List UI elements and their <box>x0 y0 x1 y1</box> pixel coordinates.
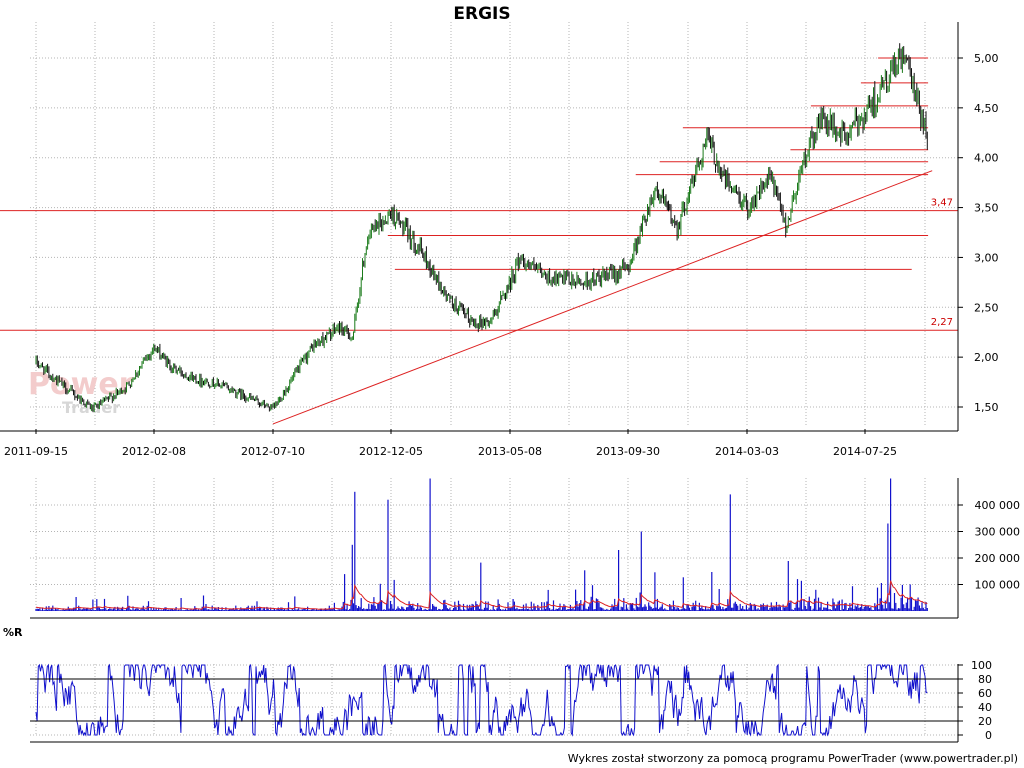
price-y-tick-label: 2,50 <box>974 301 999 314</box>
osc-y-tick-label: 60 <box>978 687 992 700</box>
x-tick-label: 2012-02-08 <box>122 445 186 458</box>
chart-title: ERGIS <box>453 4 510 24</box>
osc-y-tick-label: 0 <box>985 729 992 742</box>
watermark-trader: Trader <box>62 398 120 417</box>
osc-y-tick-label: 100 <box>971 659 992 672</box>
x-tick-label: 2012-12-05 <box>359 445 423 458</box>
x-tick-label: 2014-07-25 <box>833 445 897 458</box>
x-tick-label: 2012-07-10 <box>241 445 305 458</box>
volume-average-line <box>35 580 928 610</box>
chart-axes <box>0 22 963 743</box>
volume-bars <box>35 478 928 611</box>
price-series <box>35 43 928 412</box>
volume-y-tick-label: 100 000 <box>975 579 1021 592</box>
price-y-tick-label: 1,50 <box>974 401 999 414</box>
osc-y-tick-label: 20 <box>978 715 992 728</box>
price-y-tick-label: 2,00 <box>974 351 999 364</box>
footer-credit: Wykres został stworzony za pomocą progra… <box>568 752 1018 765</box>
volume-y-tick-label: 200 000 <box>975 552 1021 565</box>
x-tick-label: 2014-03-03 <box>715 445 779 458</box>
price-y-tick-label: 3,00 <box>974 251 999 264</box>
x-tick-label: 2013-09-30 <box>596 445 660 458</box>
price-y-tick-label: 4,00 <box>974 152 999 165</box>
volume-y-tick-label: 300 000 <box>975 526 1021 539</box>
price-level-label: 2,27 <box>931 317 953 328</box>
price-levels: 3,47 2,27 <box>0 57 958 425</box>
price-y-tick-label: 5,00 <box>974 52 999 65</box>
price-y-tick-label: 4,50 <box>974 102 999 115</box>
price-y-tick-label: 3,50 <box>974 202 999 215</box>
volume-y-tick-label: 400 000 <box>975 499 1021 512</box>
osc-y-tick-label: 80 <box>978 673 992 686</box>
williams-r-line <box>35 663 928 737</box>
x-tick-label: 2013-05-08 <box>478 445 542 458</box>
axis-labels: 1,50 2,00 2,50 3,00 3,50 4,00 4,50 5,00 2011-09-… <box>4 52 1020 742</box>
williams-r-series <box>35 663 928 737</box>
price-level-label: 3,47 <box>931 198 953 209</box>
trendline <box>272 170 933 425</box>
indicator-title: %R <box>3 626 23 639</box>
osc-y-tick-label: 40 <box>978 701 992 714</box>
x-tick-label: 2011-09-15 <box>4 445 68 458</box>
